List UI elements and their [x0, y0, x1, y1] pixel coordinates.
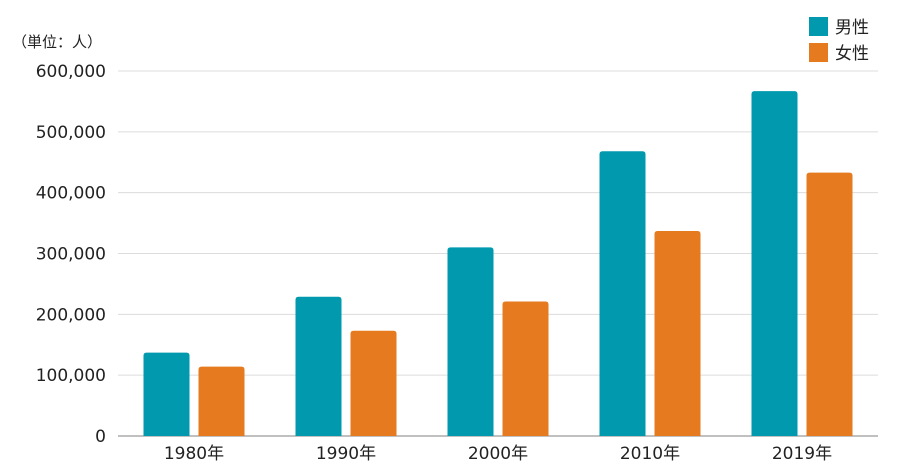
bar-female-3	[654, 230, 701, 436]
legend-swatch-female	[809, 43, 828, 62]
x-tick-label: 2010年	[620, 444, 680, 464]
bar-male-4	[751, 91, 798, 436]
x-tick-label: 1990年	[316, 444, 376, 464]
x-tick-label: 1980年	[164, 444, 224, 464]
y-tick-label: 600,000	[36, 62, 106, 82]
gridlines	[118, 70, 878, 437]
y-tick-label: 0	[95, 427, 106, 447]
y-tick-label: 300,000	[36, 245, 106, 265]
bar-female-2	[502, 301, 549, 436]
legend-label-male: 男性	[835, 18, 869, 38]
legend-swatch-male	[809, 17, 828, 36]
y-tick-label: 200,000	[36, 305, 106, 325]
bar-male-0	[143, 352, 190, 436]
y-tick-label: 400,000	[36, 184, 106, 204]
legend-label-female: 女性	[835, 44, 869, 64]
bar-female-4	[806, 172, 853, 436]
bar-male-3	[599, 151, 646, 437]
bar-female-1	[350, 330, 397, 436]
bar-female-0	[198, 366, 245, 436]
y-axis-ticks: 0 100,000 200,000 300,000 400,000 500,000 600,…	[36, 62, 106, 447]
y-tick-label: 100,000	[36, 366, 106, 386]
x-tick-label: 2019年	[772, 444, 832, 464]
x-axis-ticks: 1980年 1990年 2000年 2010年 2019年	[164, 444, 832, 464]
x-tick-label: 2000年	[468, 444, 528, 464]
bars	[143, 91, 853, 437]
bar-male-1	[295, 296, 342, 436]
unit-label: （単位：人）	[12, 33, 102, 51]
y-tick-label: 500,000	[36, 123, 106, 143]
bar-male-2	[447, 247, 494, 436]
